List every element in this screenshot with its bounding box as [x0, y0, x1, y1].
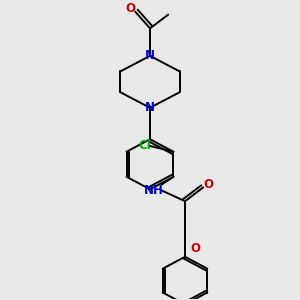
Text: O: O [203, 178, 213, 191]
Text: O: O [190, 242, 200, 255]
Text: N: N [145, 50, 155, 62]
Text: N: N [145, 101, 155, 114]
Text: Cl: Cl [138, 139, 151, 152]
Text: O: O [125, 2, 135, 15]
Text: NH: NH [144, 184, 164, 197]
